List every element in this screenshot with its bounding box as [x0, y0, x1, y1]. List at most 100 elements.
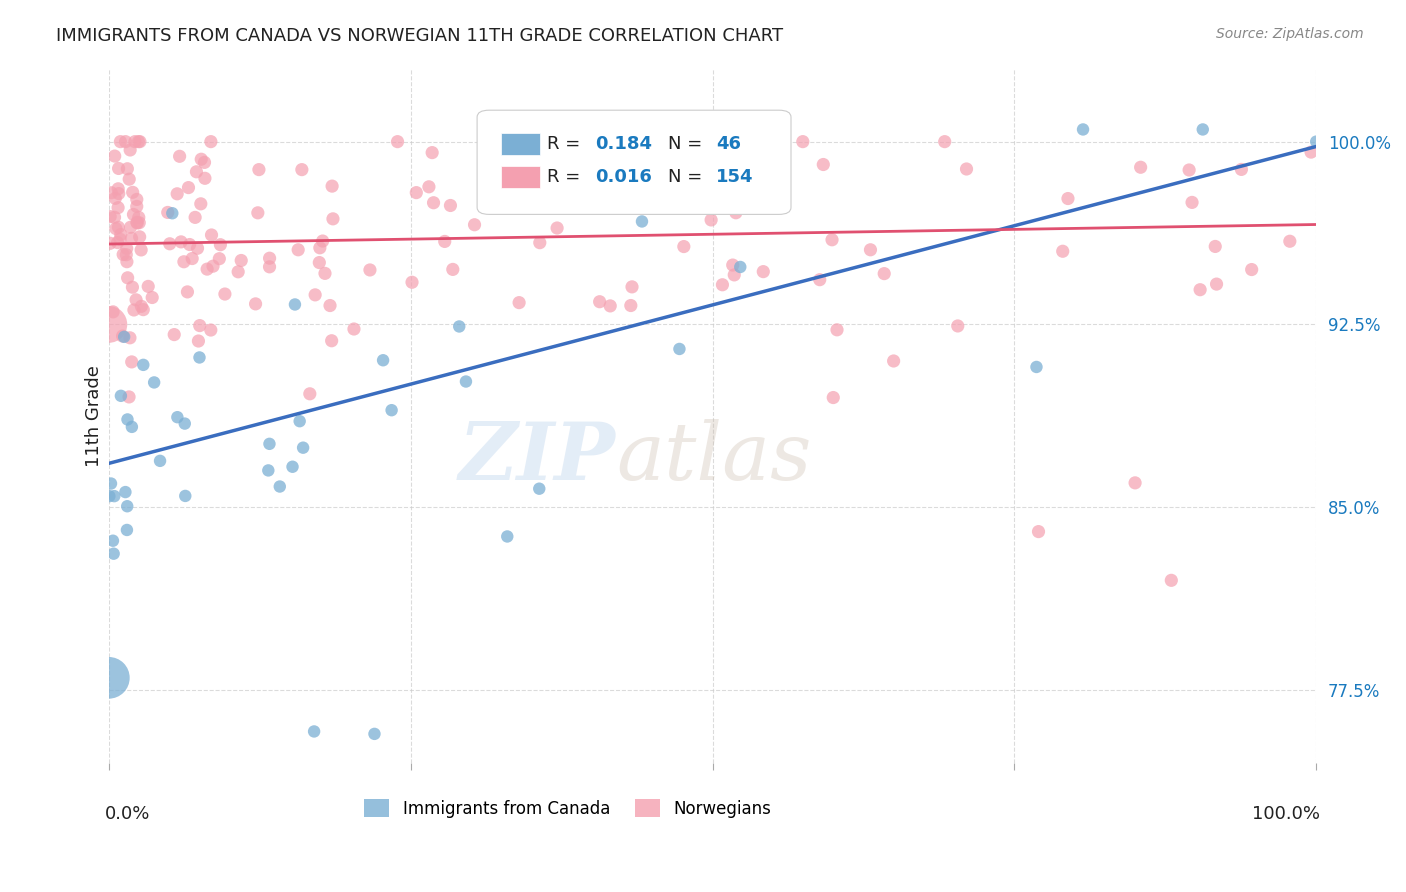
Point [107, 186, 129, 201]
Point [120, 220, 142, 235]
Point [314, 266, 336, 280]
Point [1191, 122, 1213, 136]
Point [322, 211, 344, 226]
Point [405, 186, 427, 200]
Point [118, 172, 141, 186]
Point [454, 375, 477, 389]
Point [259, 260, 281, 274]
Point [1204, 239, 1226, 253]
Point [107, 235, 129, 250]
Point [128, 211, 150, 225]
Point [194, 171, 217, 186]
Point [825, 323, 848, 337]
Point [287, 243, 309, 257]
Point [508, 295, 530, 310]
Point [110, 389, 132, 403]
Text: R =: R = [547, 168, 581, 186]
Point [209, 237, 232, 252]
Point [668, 342, 690, 356]
Point [181, 252, 204, 266]
Point [808, 273, 831, 287]
Text: N =: N = [668, 136, 702, 153]
Point [107, 201, 129, 215]
Point [125, 215, 148, 229]
Point [108, 232, 131, 246]
Point [129, 243, 152, 257]
Point [104, 221, 127, 235]
Text: 0.184: 0.184 [595, 136, 652, 153]
Point [122, 207, 145, 221]
Point [298, 386, 321, 401]
Point [103, 211, 125, 225]
Point [169, 149, 191, 163]
Text: IMMIGRANTS FROM CANADA VS NORWEGIAN 11TH GRADE CORRELATION CHART: IMMIGRANTS FROM CANADA VS NORWEGIAN 11TH… [56, 27, 783, 45]
Point [184, 211, 207, 225]
Point [259, 437, 281, 451]
Point [420, 145, 443, 160]
Point [359, 263, 381, 277]
Point [125, 293, 148, 307]
Point [188, 351, 211, 365]
Point [170, 235, 193, 249]
Point [131, 299, 153, 313]
Point [620, 299, 643, 313]
Point [127, 216, 149, 230]
Point [101, 305, 124, 319]
Point [186, 165, 208, 179]
Point [1129, 161, 1152, 175]
Point [156, 205, 179, 219]
Point [159, 236, 181, 251]
Point [200, 323, 222, 337]
Point [288, 414, 311, 428]
Point [1052, 244, 1074, 259]
Point [401, 275, 423, 289]
Point [118, 331, 141, 345]
Point [121, 420, 143, 434]
Point [179, 237, 201, 252]
Point [441, 262, 464, 277]
Text: Source: ZipAtlas.com: Source: ZipAtlas.com [1216, 27, 1364, 41]
Point [127, 135, 149, 149]
Point [631, 214, 654, 228]
Point [122, 303, 145, 318]
Point [1028, 524, 1050, 539]
Point [281, 459, 304, 474]
Point [546, 221, 568, 235]
Point [599, 299, 621, 313]
Point [231, 253, 253, 268]
Point [439, 198, 461, 212]
Point [304, 288, 326, 302]
Point [792, 135, 814, 149]
Point [103, 547, 125, 561]
Point [141, 291, 163, 305]
Point [117, 412, 139, 426]
Point [955, 161, 977, 176]
Point [1305, 135, 1327, 149]
Point [1240, 262, 1263, 277]
Point [491, 153, 513, 167]
Point [737, 162, 759, 177]
Point [132, 358, 155, 372]
Point [371, 353, 394, 368]
Point [188, 318, 211, 333]
Point [883, 354, 905, 368]
Point [115, 241, 138, 255]
Point [174, 489, 197, 503]
Point [292, 441, 315, 455]
Point [107, 161, 129, 176]
Point [117, 270, 139, 285]
Point [621, 280, 644, 294]
Point [107, 220, 129, 235]
Point [934, 135, 956, 149]
Point [114, 485, 136, 500]
Point [363, 727, 385, 741]
Point [730, 260, 752, 274]
Point [110, 227, 132, 242]
Point [112, 330, 135, 344]
Point [208, 252, 231, 266]
Point [195, 262, 218, 277]
Point [721, 258, 744, 272]
Point [1123, 475, 1146, 490]
Point [117, 161, 139, 176]
Point [529, 235, 551, 250]
